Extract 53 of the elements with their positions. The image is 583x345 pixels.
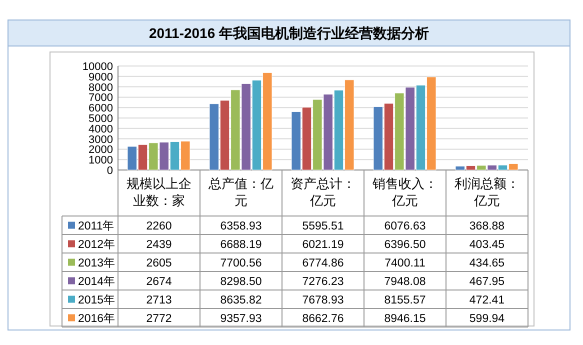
data-label: 2439 bbox=[146, 238, 172, 251]
data-label: 8635.82 bbox=[220, 294, 262, 306]
data-label: 2713 bbox=[146, 294, 172, 306]
y-tick-label: 1000 bbox=[88, 154, 113, 167]
y-tick-label: 8000 bbox=[88, 82, 113, 94]
data-label: 6021.19 bbox=[302, 238, 344, 251]
data-label: 2772 bbox=[146, 312, 172, 325]
legend-label: 2011年 bbox=[78, 219, 115, 232]
x-tick-label: 资产总计：亿元 bbox=[290, 176, 356, 208]
chart-title: 2011-2016 年我国电机制造行业经营数据分析 bbox=[148, 25, 430, 41]
data-label: 9357.93 bbox=[220, 312, 262, 325]
data-label: 6358.93 bbox=[220, 220, 262, 232]
data-label: 8155.57 bbox=[384, 294, 426, 306]
data-label: 7400.11 bbox=[384, 257, 426, 270]
y-tick-label: 3000 bbox=[88, 134, 113, 146]
data-label: 599.94 bbox=[469, 312, 506, 325]
y-tick-label: 2000 bbox=[88, 144, 113, 156]
legend-label: 2016年 bbox=[78, 312, 116, 325]
data-label: 6076.63 bbox=[384, 220, 426, 232]
legend-label: 2012年 bbox=[78, 238, 116, 251]
data-label: 2605 bbox=[146, 257, 172, 270]
y-tick-label: 0 bbox=[106, 165, 113, 177]
y-tick-label: 6000 bbox=[88, 102, 113, 115]
y-tick-label: 4000 bbox=[88, 123, 113, 136]
x-tick-label: 总产值：亿元 bbox=[208, 176, 274, 208]
data-label: 6774.86 bbox=[302, 257, 344, 270]
data-label: 467.95 bbox=[469, 276, 505, 288]
data-label: 8946.15 bbox=[384, 312, 426, 325]
data-label: 7678.93 bbox=[302, 294, 344, 306]
data-label: 2260 bbox=[146, 220, 172, 232]
data-label: 368.88 bbox=[469, 220, 505, 232]
legend-label: 2014年 bbox=[78, 274, 116, 288]
data-label: 7700.56 bbox=[220, 257, 262, 270]
data-label: 7276.23 bbox=[302, 276, 344, 288]
y-tick-label: 10000 bbox=[82, 61, 113, 73]
data-label: 2674 bbox=[146, 276, 172, 288]
x-tick-label: 销售收入：亿元 bbox=[372, 176, 438, 208]
data-label: 8662.76 bbox=[302, 312, 344, 325]
y-tick-label: 5000 bbox=[88, 113, 113, 125]
data-label: 6688.19 bbox=[220, 238, 262, 251]
data-label: 434.65 bbox=[469, 257, 505, 270]
data-label: 7948.08 bbox=[384, 276, 426, 288]
legend-label: 2013年 bbox=[78, 256, 116, 270]
x-tick-label: 利润总额：亿元 bbox=[454, 176, 520, 208]
data-label: 472.41 bbox=[469, 294, 505, 306]
data-label: 403.45 bbox=[469, 238, 505, 251]
x-tick-label: 规模以上企业数：家 bbox=[126, 176, 192, 208]
y-tick-label: 7000 bbox=[88, 92, 113, 104]
legend-label: 2015年 bbox=[78, 293, 116, 306]
data-label: 5595.51 bbox=[302, 220, 344, 232]
y-tick-label: 9000 bbox=[88, 71, 113, 84]
data-label: 6396.50 bbox=[384, 238, 426, 251]
data-label: 8298.50 bbox=[220, 276, 262, 288]
